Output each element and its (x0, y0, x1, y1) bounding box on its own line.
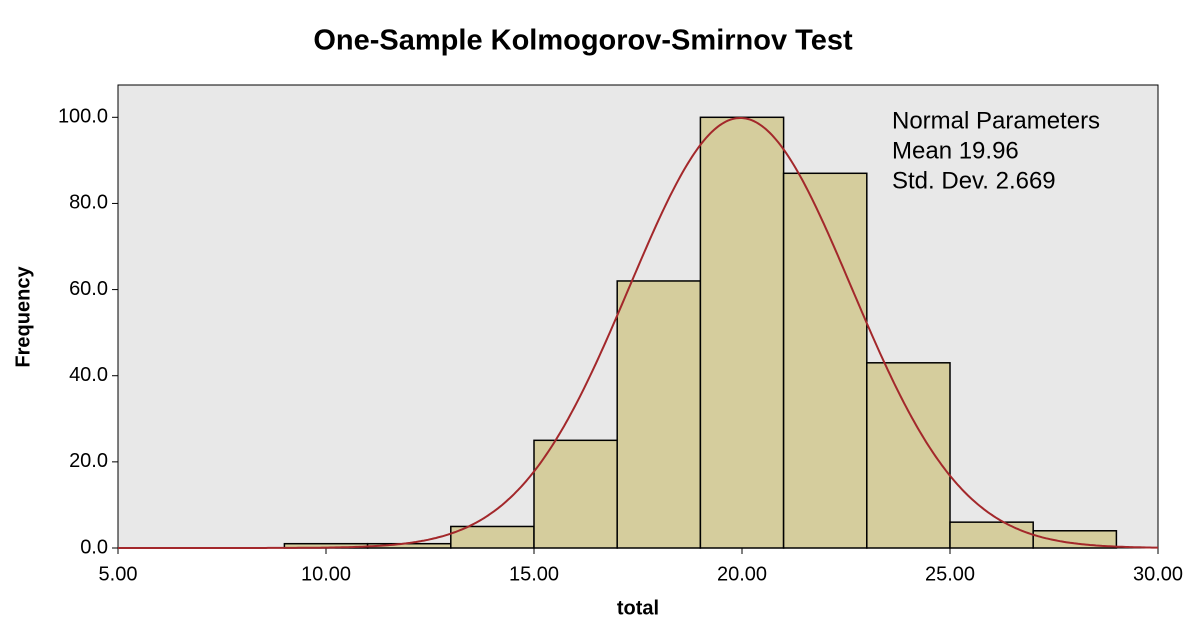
y-tick-label: 100.0 (58, 106, 108, 128)
chart-title: One-Sample Kolmogorov-Smirnov Test (313, 25, 853, 57)
bar (1032, 530, 1118, 549)
x-tick-label: 25.00 (925, 563, 975, 585)
bar (616, 280, 702, 549)
annotation: Std. Dev. 2.669 (892, 167, 1056, 194)
bar (782, 172, 868, 549)
bar (949, 521, 1034, 549)
y-tick-label: 0.0 (80, 536, 108, 558)
y-tick-label: 20.0 (69, 450, 108, 472)
annotation: Mean 19.96 (892, 137, 1019, 164)
y-axis-label: Frequency (12, 266, 34, 368)
x-tick-label: 30.00 (1133, 563, 1183, 585)
y-tick-label: 60.0 (69, 278, 108, 300)
x-tick-label: 20.00 (717, 563, 767, 585)
bar (866, 362, 951, 549)
y-tick-label: 80.0 (69, 192, 108, 214)
x-axis-label: total (617, 597, 659, 619)
normal-curve (118, 117, 1158, 549)
x-tick-label: 5.00 (99, 563, 138, 585)
x-tick-label: 15.00 (509, 563, 559, 585)
y-tick-label: 40.0 (69, 364, 108, 386)
bar (533, 439, 618, 549)
annotation: Normal Parameters (892, 107, 1100, 134)
bar (699, 116, 785, 549)
x-tick-label: 10.00 (301, 563, 351, 585)
